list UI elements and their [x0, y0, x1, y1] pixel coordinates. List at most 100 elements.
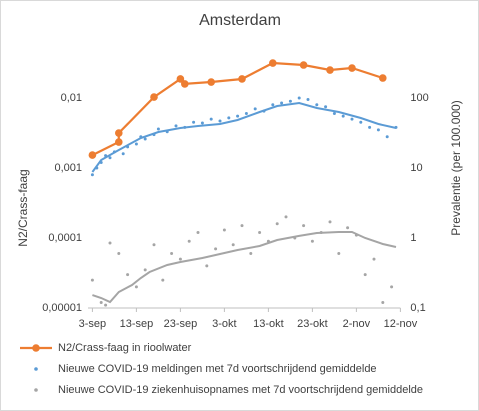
- point: [328, 220, 332, 224]
- point: [332, 112, 336, 116]
- point: [363, 273, 367, 277]
- y2-tick-label: 10: [410, 162, 422, 174]
- point: [99, 300, 103, 304]
- point: [196, 230, 200, 234]
- marker: [88, 151, 97, 159]
- marker: [238, 75, 246, 83]
- point: [288, 99, 292, 103]
- point: [214, 247, 218, 251]
- point: [227, 116, 231, 120]
- point: [192, 120, 196, 124]
- point: [90, 173, 94, 177]
- legend-marker: [32, 344, 40, 352]
- point: [337, 252, 341, 256]
- point: [121, 152, 125, 156]
- x-tick-label: 3-sep: [79, 318, 107, 330]
- point: [258, 230, 262, 234]
- legend-label: N2/Crass-faag in rioolwater: [58, 342, 192, 354]
- average-line: [92, 231, 397, 304]
- x-tick-label: 23-okt: [297, 318, 328, 330]
- marker: [379, 74, 387, 82]
- point: [156, 127, 160, 131]
- point: [108, 241, 112, 245]
- average-line: [91, 101, 397, 173]
- point: [90, 278, 94, 282]
- y-tick-label: 0,001: [54, 162, 82, 174]
- marker: [176, 75, 185, 83]
- point: [253, 107, 257, 111]
- point: [368, 125, 372, 129]
- point: [218, 119, 222, 123]
- marker: [348, 64, 356, 72]
- y2-tick-label: 100: [410, 92, 428, 104]
- legend-label: Nieuwe COVID-19 ziekenhuisopnames met 7d…: [58, 384, 423, 396]
- y-tick-label: 0,00001: [42, 302, 82, 314]
- point: [275, 222, 279, 226]
- legend-label: Nieuwe COVID-19 meldingen met 7d voortsc…: [58, 363, 377, 375]
- x-tick-label: 3-okt: [212, 318, 236, 330]
- point: [271, 103, 275, 107]
- point: [240, 224, 244, 228]
- point: [187, 239, 191, 243]
- point: [310, 239, 314, 243]
- point: [297, 96, 301, 100]
- point: [359, 120, 363, 124]
- point: [390, 285, 394, 289]
- chart-title: Amsterdam: [199, 12, 281, 29]
- point: [134, 142, 138, 146]
- point: [231, 243, 235, 247]
- point: [104, 303, 108, 307]
- point: [174, 124, 178, 128]
- x-tick-label: 2-nov: [343, 318, 371, 330]
- point: [143, 268, 147, 272]
- point: [170, 252, 174, 256]
- x-tick-label: 23-sep: [164, 318, 198, 330]
- point: [346, 226, 350, 230]
- point: [209, 117, 213, 121]
- legend-marker: [34, 367, 38, 371]
- marker: [150, 93, 158, 101]
- point: [108, 156, 112, 160]
- point: [372, 257, 376, 261]
- legend-marker: [34, 388, 38, 392]
- point: [236, 114, 240, 118]
- marker: [207, 78, 215, 86]
- y2-tick-label: 0,1: [410, 302, 425, 314]
- marker: [299, 61, 308, 69]
- y-tick-label: 0,01: [61, 92, 82, 104]
- x-tick-label: 13-sep: [120, 318, 154, 330]
- point: [134, 285, 138, 289]
- x-tick-label: 13-okt: [253, 318, 284, 330]
- marker: [115, 138, 123, 146]
- point: [178, 257, 182, 261]
- point: [302, 224, 306, 228]
- point: [200, 121, 204, 125]
- point: [126, 273, 130, 277]
- point: [376, 128, 380, 132]
- point: [385, 135, 389, 139]
- point: [381, 300, 385, 304]
- point: [315, 103, 319, 107]
- point: [222, 228, 226, 232]
- point: [350, 117, 354, 121]
- marker: [326, 66, 334, 74]
- point: [341, 114, 345, 118]
- y-tick-label: 0,0001: [48, 232, 82, 244]
- point: [117, 252, 121, 256]
- y2-tick-label: 1: [410, 232, 416, 244]
- point: [324, 105, 328, 109]
- point: [152, 243, 156, 247]
- point: [143, 137, 147, 141]
- x-tick-label: 12-nov: [384, 318, 418, 330]
- point: [280, 101, 284, 105]
- y2-axis-title: Prevalentie (per 100.000): [449, 100, 463, 235]
- point: [284, 215, 288, 219]
- point: [205, 264, 209, 268]
- point: [244, 112, 248, 116]
- point: [249, 252, 253, 256]
- point: [306, 98, 310, 102]
- point: [161, 278, 165, 282]
- marker: [115, 129, 123, 137]
